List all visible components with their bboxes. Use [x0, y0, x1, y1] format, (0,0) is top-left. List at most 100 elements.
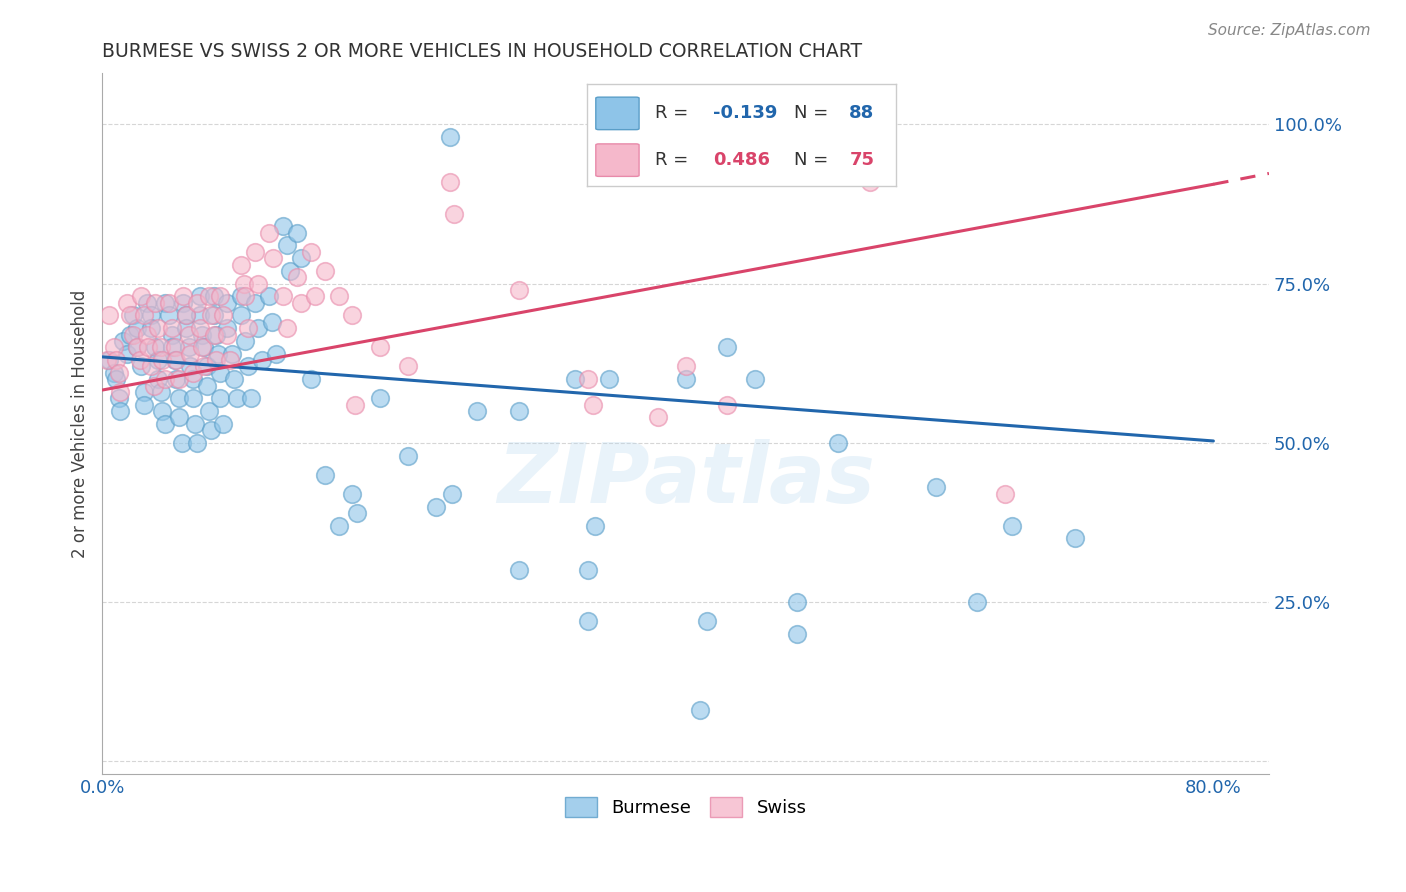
Point [245, 295, 267, 310]
Point [186, 295, 208, 310]
Point [564, 372, 586, 386]
Point [278, 264, 301, 278]
Point [98, 353, 121, 368]
Point [744, 372, 766, 386]
Point [582, 398, 605, 412]
Point [149, 384, 172, 399]
Point [174, 309, 197, 323]
Point [103, 366, 125, 380]
Point [276, 321, 298, 335]
Point [117, 295, 139, 310]
Point [578, 614, 600, 628]
Point [290, 295, 312, 310]
Point [212, 309, 235, 323]
Point [136, 340, 159, 354]
Point [271, 289, 294, 303]
Point [135, 295, 157, 310]
Point [328, 289, 350, 303]
Point [142, 378, 165, 392]
Point [120, 309, 142, 323]
Point [181, 372, 204, 386]
Point [174, 321, 197, 335]
Point [139, 321, 162, 335]
Point [508, 283, 530, 297]
Point [122, 327, 145, 342]
Point [105, 353, 128, 368]
Point [131, 289, 153, 303]
Point [508, 563, 530, 577]
Point [127, 321, 149, 335]
Point [467, 404, 489, 418]
Point [202, 327, 225, 342]
Point [257, 289, 280, 303]
Point [193, 359, 215, 374]
Point [859, 175, 882, 189]
Point [342, 487, 364, 501]
Point [112, 334, 135, 348]
Point [153, 295, 176, 310]
Point [299, 244, 322, 259]
Point [96, 353, 118, 368]
Point [368, 392, 391, 406]
Point [105, 372, 128, 386]
Point [264, 347, 287, 361]
Point [675, 372, 697, 386]
Point [200, 423, 222, 437]
Point [122, 309, 145, 323]
Point [153, 372, 176, 386]
Point [160, 327, 183, 342]
Point [146, 321, 169, 335]
Point [163, 353, 186, 368]
Point [328, 518, 350, 533]
Point [271, 219, 294, 234]
Point [285, 270, 308, 285]
Point [150, 353, 173, 368]
Point [139, 359, 162, 374]
Point [716, 340, 738, 354]
Point [1063, 532, 1085, 546]
Point [238, 321, 260, 335]
Point [246, 321, 269, 335]
Point [342, 309, 364, 323]
Point [439, 175, 461, 189]
Point [200, 309, 222, 323]
Point [135, 327, 157, 342]
Point [143, 340, 166, 354]
Point [368, 340, 391, 354]
Point [508, 404, 530, 418]
Point [181, 392, 204, 406]
Point [598, 372, 620, 386]
Point [202, 309, 225, 323]
Point [132, 384, 155, 399]
Point [167, 372, 190, 386]
Point [344, 398, 367, 412]
Point [174, 309, 197, 323]
Legend: Burmese, Swiss: Burmese, Swiss [558, 789, 814, 825]
Point [202, 289, 225, 303]
Point [695, 614, 717, 628]
Point [231, 309, 253, 323]
Point [314, 467, 336, 482]
Point [131, 359, 153, 374]
Text: ZIPatlas: ZIPatlas [496, 440, 875, 520]
Point [217, 327, 239, 342]
Point [188, 289, 211, 303]
Point [184, 417, 207, 431]
Point [235, 334, 257, 348]
Point [231, 258, 253, 272]
Point [98, 309, 121, 323]
Point [139, 309, 162, 323]
Point [132, 309, 155, 323]
Point [143, 295, 166, 310]
Point [110, 384, 132, 399]
Point [716, 398, 738, 412]
Point [578, 372, 600, 386]
Point [262, 251, 284, 265]
Text: Source: ZipAtlas.com: Source: ZipAtlas.com [1208, 23, 1371, 38]
Point [177, 327, 200, 342]
Point [231, 289, 253, 303]
Point [172, 289, 194, 303]
Point [186, 436, 208, 450]
Point [179, 359, 201, 374]
Point [583, 518, 606, 533]
